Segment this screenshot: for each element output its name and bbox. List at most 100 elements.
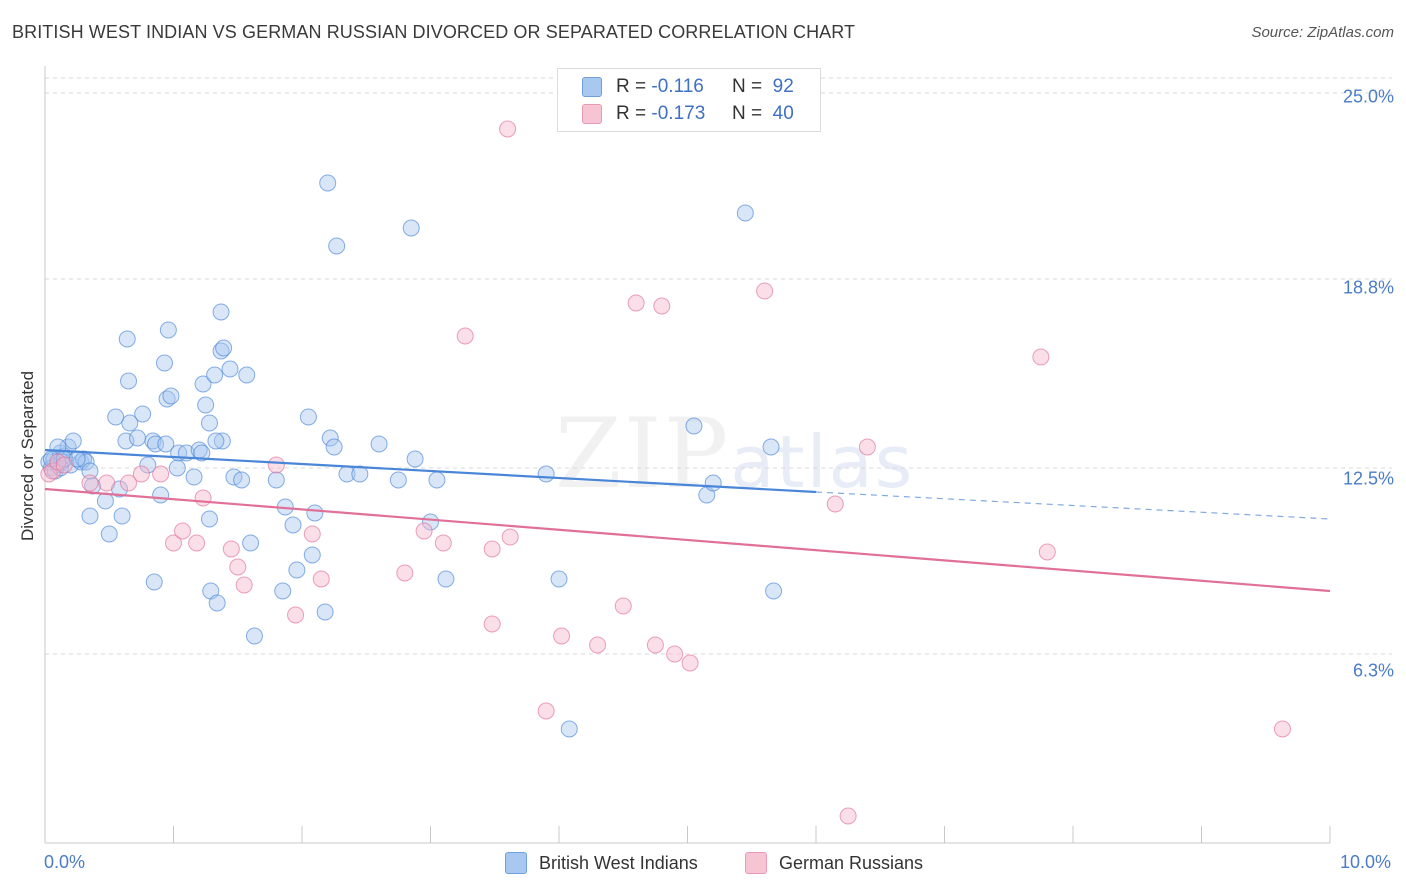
- data-point-german-russians: [229, 558, 247, 576]
- y-tick-label: 6.3%: [1352, 660, 1394, 681]
- chart-title: BRITISH WEST INDIAN VS GERMAN RUSSIAN DI…: [12, 22, 856, 42]
- data-point-british-west-indians: [303, 546, 321, 564]
- data-point-german-russians: [483, 540, 501, 558]
- data-point-british-west-indians: [351, 465, 369, 483]
- data-point-british-west-indians: [299, 408, 317, 426]
- data-point-british-west-indians: [537, 465, 555, 483]
- y-tick-label: 25.0%: [1342, 86, 1394, 107]
- legend-r-label: R =: [616, 76, 647, 97]
- data-point-british-west-indians: [428, 471, 446, 489]
- legend-row-british-west-indians: R = -0.116 N = 92: [582, 75, 794, 99]
- legend-r-value: -0.116: [651, 76, 704, 97]
- data-point-german-russians: [501, 528, 519, 546]
- data-point-british-west-indians: [77, 453, 95, 471]
- data-point-british-west-indians: [118, 330, 136, 348]
- data-point-british-west-indians: [316, 603, 334, 621]
- data-point-german-russians: [614, 597, 632, 615]
- data-point-british-west-indians: [215, 339, 233, 357]
- data-point-british-west-indians: [156, 354, 174, 372]
- bottom-legend-german-russians: German Russians: [745, 852, 923, 874]
- data-point-british-west-indians: [121, 414, 139, 432]
- data-point-british-west-indians: [120, 372, 138, 390]
- data-point-german-russians: [858, 438, 876, 456]
- data-point-german-russians: [653, 297, 671, 315]
- data-point-british-west-indians: [81, 507, 99, 525]
- data-point-british-west-indians: [81, 462, 99, 480]
- data-point-british-west-indians: [96, 492, 114, 510]
- data-point-british-west-indians: [560, 720, 578, 738]
- data-point-german-russians: [483, 615, 501, 633]
- data-point-german-russians: [681, 654, 699, 672]
- data-point-british-west-indians: [159, 321, 177, 339]
- data-point-british-west-indians: [213, 432, 231, 450]
- x-tick-label: 10.0%: [1340, 852, 1392, 872]
- data-point-german-russians: [826, 495, 844, 513]
- data-point-german-russians: [98, 474, 116, 492]
- trend-line-german-russians: [44, 487, 1331, 593]
- data-point-german-russians: [589, 636, 607, 654]
- legend-r-value: -0.173: [651, 103, 706, 124]
- data-point-british-west-indians: [736, 204, 754, 222]
- legend-n-label: N =: [731, 103, 763, 124]
- data-point-british-west-indians: [152, 486, 170, 504]
- data-point-german-russians: [415, 522, 433, 540]
- data-point-german-russians: [666, 645, 684, 663]
- data-point-british-west-indians: [64, 432, 82, 450]
- data-point-british-west-indians: [321, 429, 339, 447]
- data-point-british-west-indians: [274, 582, 292, 600]
- data-point-german-russians: [434, 534, 452, 552]
- data-point-british-west-indians: [207, 432, 225, 450]
- data-point-german-russians: [267, 456, 285, 474]
- data-point-german-russians: [165, 534, 182, 552]
- x-tick-label: 0.0%: [44, 852, 86, 872]
- data-point-british-west-indians: [550, 570, 568, 588]
- legend-n-value: 92: [772, 76, 794, 97]
- y-tick-label: 18.8%: [1342, 277, 1394, 298]
- data-point-german-russians: [839, 807, 857, 825]
- data-point-british-west-indians: [147, 435, 165, 453]
- data-point-british-west-indians: [284, 516, 302, 534]
- data-point-german-russians: [120, 474, 138, 492]
- data-point-british-west-indians: [107, 408, 125, 426]
- data-point-british-west-indians: [242, 534, 260, 552]
- data-point-british-west-indians: [319, 174, 337, 192]
- data-point-german-russians: [1273, 720, 1291, 738]
- data-point-german-russians: [1032, 348, 1050, 366]
- legend-n-label: N =: [731, 76, 763, 97]
- bottom-legend-british-west-indians: British West Indians: [505, 852, 698, 874]
- data-point-british-west-indians: [212, 342, 230, 360]
- data-point-german-russians: [287, 606, 305, 624]
- data-point-british-west-indians: [185, 468, 203, 486]
- data-point-british-west-indians: [200, 510, 218, 528]
- data-point-british-west-indians: [245, 627, 263, 645]
- data-point-british-west-indians: [145, 573, 163, 591]
- data-point-german-russians: [132, 465, 150, 483]
- data-point-british-west-indians: [288, 561, 306, 579]
- data-point-british-west-indians: [328, 237, 346, 255]
- data-point-british-west-indians: [422, 513, 439, 531]
- data-point-british-west-indians: [406, 450, 424, 468]
- data-point-german-russians: [222, 540, 240, 558]
- data-point-british-west-indians: [233, 471, 251, 489]
- data-point-british-west-indians: [325, 438, 343, 456]
- legend-n-value: 40: [772, 103, 794, 124]
- data-point-british-west-indians: [162, 387, 180, 405]
- data-point-british-west-indians: [370, 435, 388, 453]
- data-point-german-russians: [456, 327, 474, 345]
- trend-line-extension-british-west-indians: [815, 491, 1331, 520]
- data-point-british-west-indians: [206, 366, 224, 384]
- correlation-legend: R = -0.116 N = 92 R = -0.173 N = 40: [557, 68, 821, 132]
- data-point-british-west-indians: [193, 444, 211, 462]
- data-point-british-west-indians: [762, 438, 780, 456]
- data-point-british-west-indians: [221, 360, 239, 378]
- data-point-british-west-indians: [134, 405, 152, 423]
- data-point-german-russians: [173, 522, 191, 540]
- data-point-british-west-indians: [100, 525, 118, 543]
- data-point-british-west-indians: [437, 570, 455, 588]
- data-point-british-west-indians: [208, 594, 226, 612]
- data-point-german-russians: [152, 465, 170, 483]
- legend-swatch-blue: [582, 77, 602, 97]
- legend-r-label: R =: [616, 103, 647, 124]
- bottom-legend-label: British West Indians: [539, 852, 698, 873]
